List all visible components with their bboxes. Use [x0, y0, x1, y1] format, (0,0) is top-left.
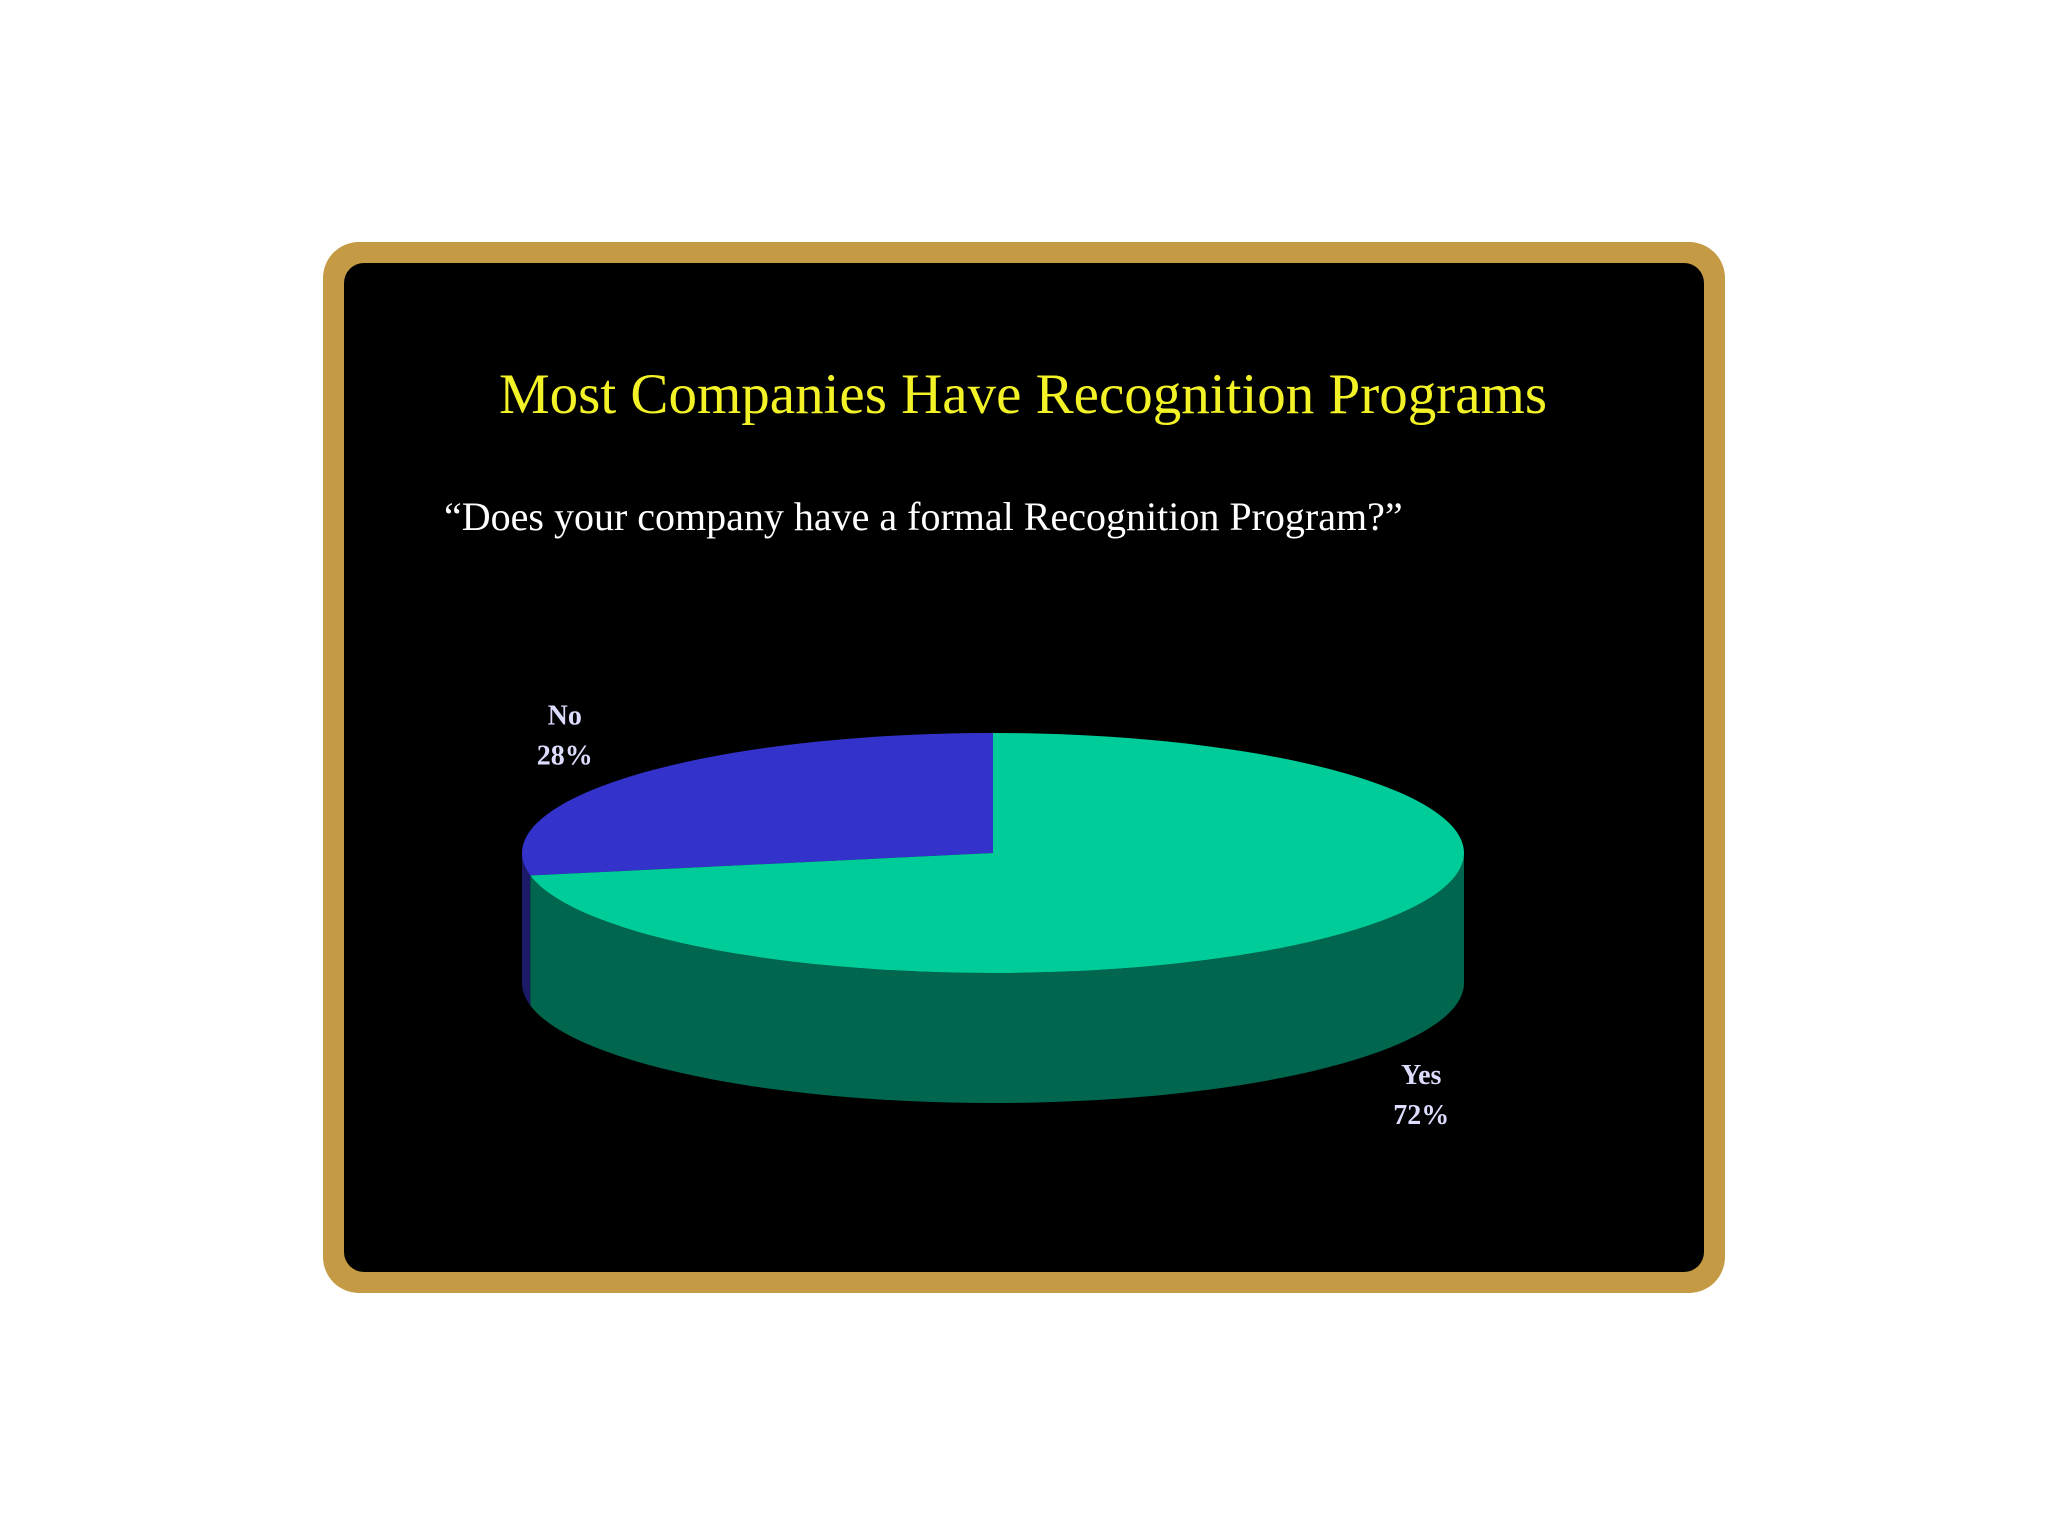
slice: [530, 733, 1464, 974]
chart-subtitle: “Does your company have a formal Recogni…: [444, 494, 1403, 539]
slice: [521, 733, 993, 876]
slice-side: [522, 853, 531, 1006]
slice-side: [530, 853, 1464, 1104]
chart-title: Most Companies Have Recognition Programs: [499, 363, 1547, 426]
slice-label: Yes: [1401, 1060, 1442, 1091]
pie: [521, 733, 1464, 1104]
value-label: 72%: [1393, 1100, 1449, 1131]
value-label: 28%: [537, 741, 593, 772]
slice-label: No: [548, 701, 582, 732]
